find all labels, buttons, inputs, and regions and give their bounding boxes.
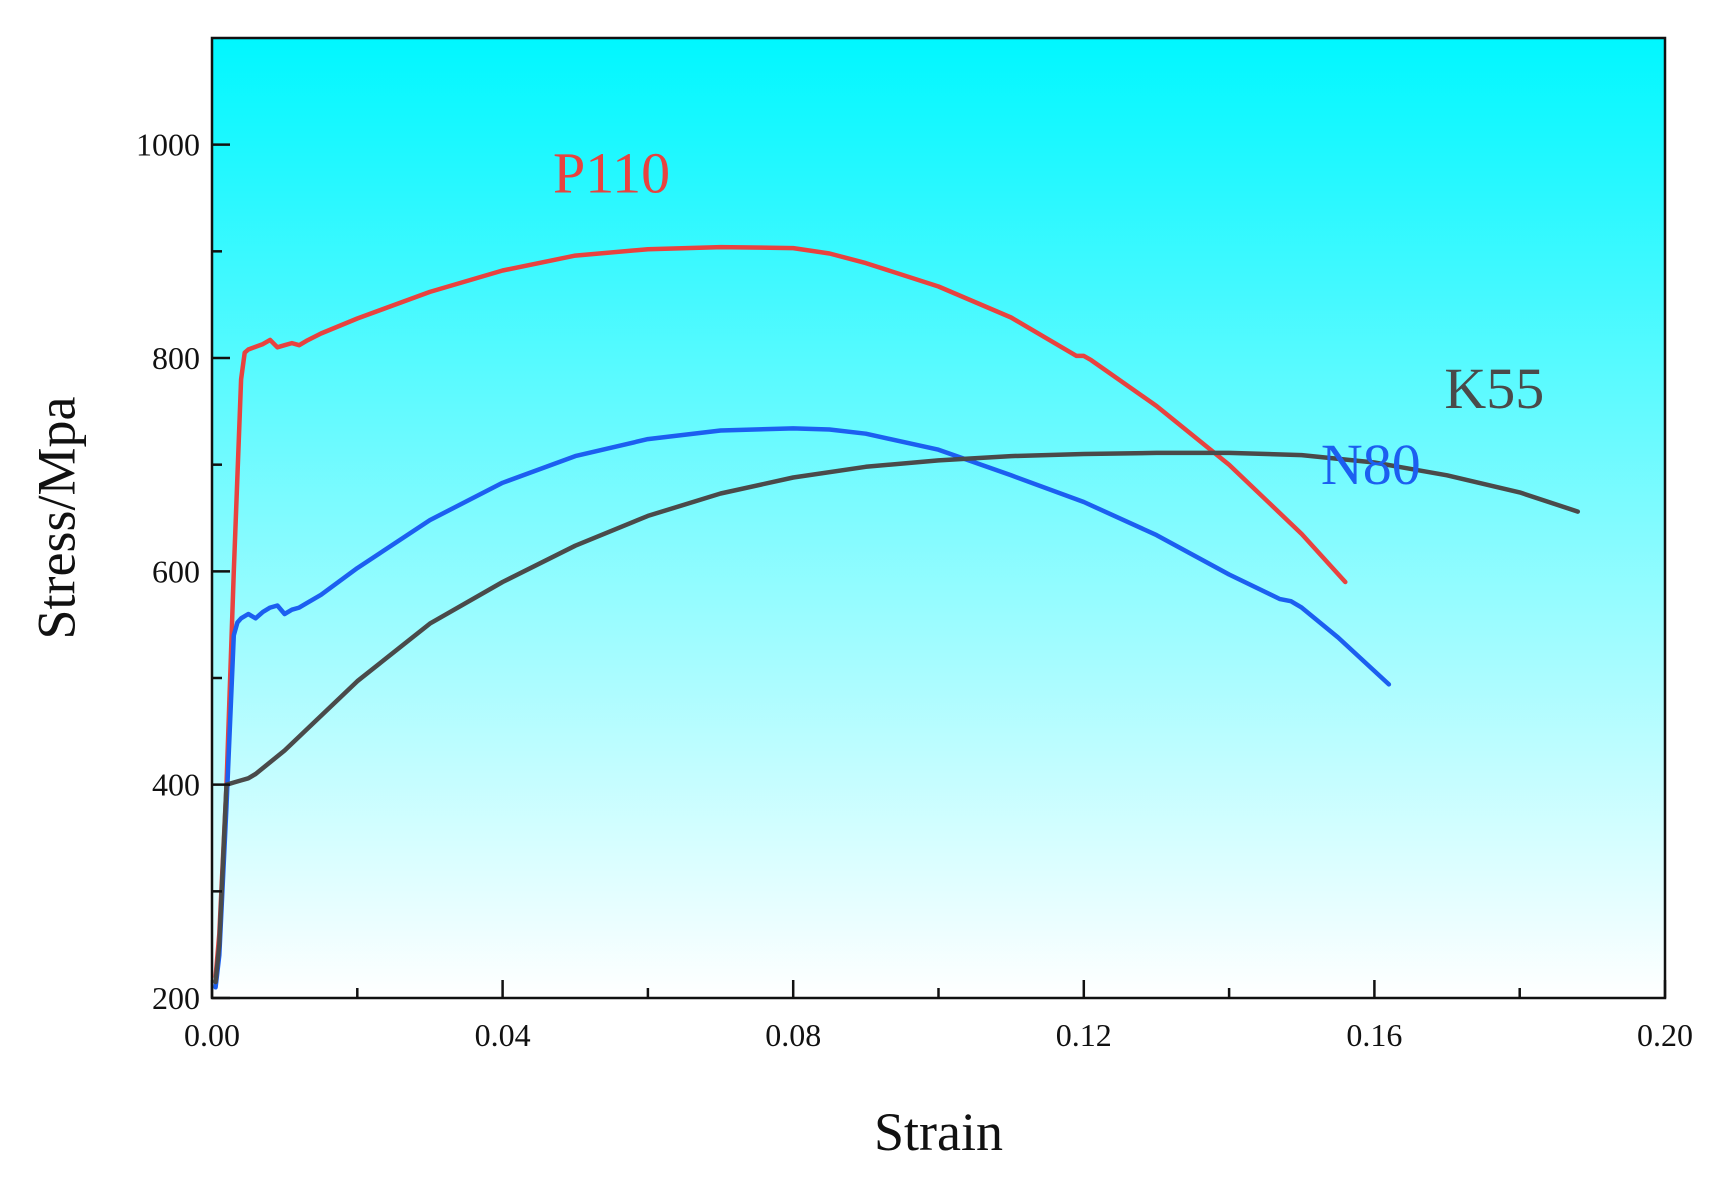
x-tick-label: 0.12 [1056, 1017, 1112, 1053]
x-axis-title: Strain [874, 1102, 1003, 1162]
x-tick-label: 0.16 [1346, 1017, 1402, 1053]
series-label-n80: N80 [1321, 432, 1421, 497]
y-tick-label: 600 [152, 553, 200, 589]
x-tick-label: 0.00 [184, 1017, 240, 1053]
series-line-k55 [213, 450, 1581, 985]
y-tick-label: 200 [152, 980, 200, 1016]
series-line-n80 [213, 426, 1392, 990]
series-label-p110: P110 [553, 141, 670, 206]
x-tick-label: 0.08 [765, 1017, 821, 1053]
y-tick-label: 1000 [136, 127, 200, 163]
y-tick-label: 800 [152, 340, 200, 376]
x-tick-label: 0.04 [475, 1017, 531, 1053]
axis-ticks: 0.00 0.04 0.08 0.12 0.16 0.20 200 400 600 800 1000 [136, 127, 1693, 1053]
plot-background [212, 38, 1665, 998]
series-label-k55: K55 [1444, 356, 1544, 421]
series-labels: P110 N80 K55 [553, 141, 1544, 497]
x-tick-label: 0.20 [1637, 1017, 1693, 1053]
y-tick-label: 400 [152, 767, 200, 803]
y-axis-title: Stress/Mpa [26, 396, 86, 639]
series-line-p110 [213, 244, 1348, 979]
series-lines [213, 244, 1581, 990]
